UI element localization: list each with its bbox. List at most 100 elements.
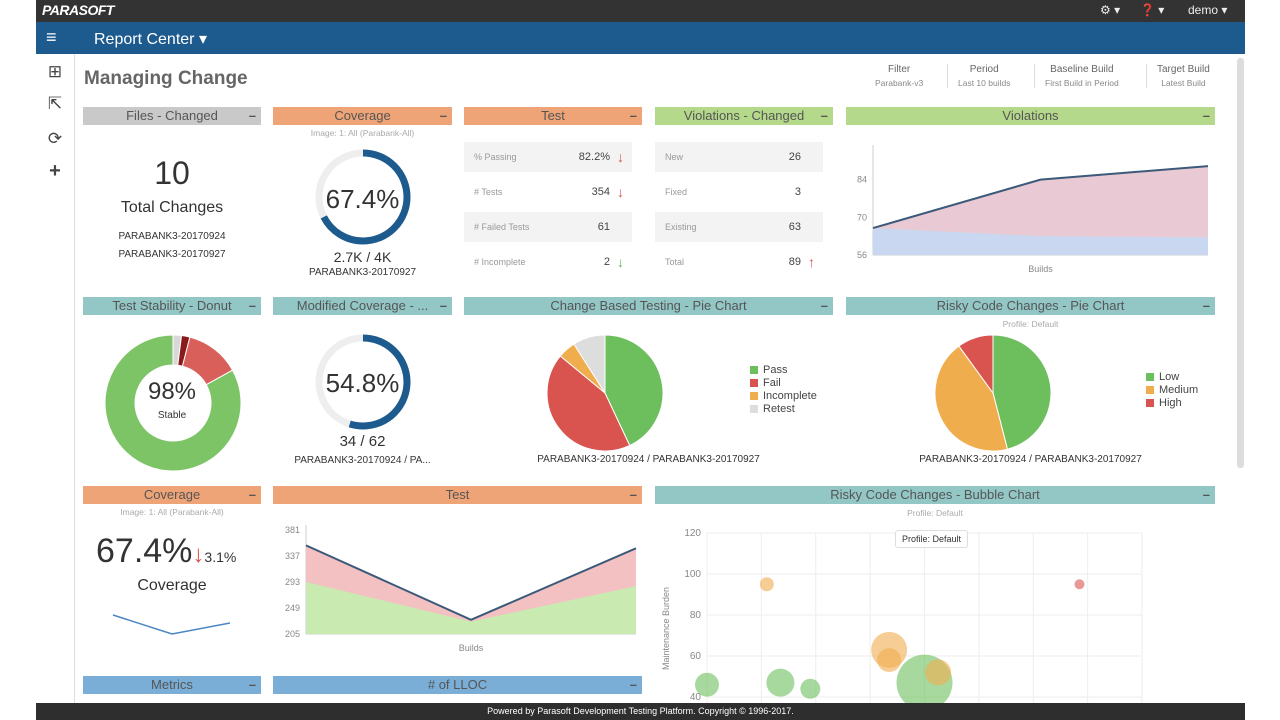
minimize-icon[interactable]: – [820, 298, 828, 313]
minimize-icon[interactable]: – [1202, 298, 1210, 313]
legend-item[interactable]: Medium [1146, 383, 1198, 396]
report-center-menu[interactable]: Report Center ▾ [94, 31, 207, 48]
down-arrow-icon: ↓ [617, 184, 624, 200]
bubble-chart: 120 100 80 60 40 Maintenance Burden [661, 528, 1143, 703]
legend-item[interactable]: Retest [750, 402, 817, 415]
y-axis-label: Maintenance Burden [661, 587, 671, 670]
add-widget-icon[interactable]: ⊞ [47, 62, 63, 81]
minimize-icon[interactable]: – [629, 487, 637, 502]
bubble-subtitle: Profile: Default [907, 508, 963, 518]
help-menu[interactable]: ❓ ▾ [1140, 3, 1165, 17]
minimize-icon[interactable]: – [629, 108, 637, 123]
y-tick-label: 40 [690, 692, 702, 703]
minimize-icon[interactable]: – [1202, 108, 1210, 123]
minimize-icon[interactable]: – [1202, 487, 1210, 502]
row-label: Fixed [665, 187, 688, 197]
help-icon: ❓ [1140, 3, 1155, 17]
build-label: PARABANK3-20170927 [118, 249, 226, 260]
widget-title: Change Based Testing - Pie Chart [550, 298, 747, 313]
bubble-point [695, 672, 719, 697]
lloc-header: # of LLOC – [273, 676, 642, 694]
minimize-icon[interactable]: – [629, 677, 637, 692]
target-label: Target Build [1157, 64, 1210, 75]
table-row: # Tests 354 ↓ [464, 177, 632, 207]
files-changed-count: 10 [154, 155, 190, 191]
share-icon[interactable]: ⇱ [47, 94, 63, 113]
area-series [306, 582, 636, 634]
y-tick-label: 80 [690, 610, 702, 621]
coverage-sparkline [112, 614, 231, 635]
filter-selector[interactable]: Filter Parabank-v3 [865, 64, 933, 88]
table-row: % Passing 82.2% ↓ [464, 142, 632, 172]
table-row: # Incomplete 2 ↓ [464, 247, 632, 277]
widget-title: Files - Changed [126, 108, 218, 123]
cbt-legend: Pass Fail Incomplete Retest [750, 363, 817, 415]
widget-title: Test [541, 108, 565, 123]
scrollbar[interactable] [1237, 58, 1244, 468]
legend-item[interactable]: Incomplete [750, 389, 817, 402]
minimize-icon[interactable]: – [248, 487, 256, 502]
plus-icon[interactable]: + [49, 160, 61, 182]
legend-item[interactable]: Low [1146, 370, 1198, 383]
down-arrow-icon: ↓ [192, 541, 205, 568]
coverage-header: Coverage – [83, 486, 261, 504]
gauge-fill [315, 334, 411, 430]
minimize-icon[interactable]: – [248, 298, 256, 313]
page-title: Managing Change [84, 68, 248, 89]
row-label: # Incomplete [474, 257, 526, 267]
row-value: 26 [788, 151, 801, 163]
row-label: # Failed Tests [474, 222, 530, 232]
nav-bar: ≡ Report Center ▾ [36, 22, 1245, 54]
target-value: Latest Build [1161, 78, 1206, 88]
test-chart: 381 337 293 249 205 Builds [285, 525, 637, 653]
gauge-fill [315, 149, 411, 245]
y-tick-label: 293 [285, 577, 300, 587]
widget-title: Test Stability - Donut [112, 298, 232, 313]
bubble-point [1074, 579, 1085, 590]
legend-swatch [750, 365, 758, 374]
period-selector[interactable]: Period Last 10 builds [947, 64, 1020, 88]
minimize-icon[interactable]: – [248, 677, 256, 692]
refresh-icon[interactable]: ⟳ [47, 129, 63, 148]
table-row: Existing 63 [655, 212, 823, 242]
row-label: # Tests [474, 187, 503, 197]
violations-changed-header: Violations - Changed – [655, 107, 833, 125]
y-tick-label: 60 [690, 651, 702, 662]
stability-label: Stable [157, 410, 187, 421]
hamburger-menu-icon[interactable]: ≡ [46, 27, 57, 47]
settings-menu[interactable]: ⚙ ▾ [1100, 3, 1121, 17]
minimize-icon[interactable]: – [439, 298, 447, 313]
series-line [872, 165, 1209, 230]
bubble-point [925, 659, 952, 686]
target-build-selector[interactable]: Target Build Latest Build [1146, 64, 1220, 88]
period-label: Period [969, 64, 999, 75]
footer: Powered by Parasoft Development Testing … [36, 703, 1245, 720]
legend-item[interactable]: High [1146, 396, 1198, 409]
build-label: PARABANK3-20170924 [118, 231, 226, 242]
legend-swatch [1146, 385, 1154, 394]
row-label: Existing [665, 222, 697, 232]
minimize-icon[interactable]: – [248, 108, 256, 123]
area-series [873, 228, 1208, 255]
legend-swatch [750, 404, 758, 413]
user-menu[interactable]: demo ▾ [1188, 3, 1228, 17]
legend-item[interactable]: Pass [750, 363, 817, 376]
widget-title: Risky Code Changes - Bubble Chart [830, 487, 1040, 502]
legend-label: High [1159, 396, 1182, 409]
baseline-label: Baseline Build [1050, 64, 1114, 75]
violations-header: Violations – [846, 107, 1215, 125]
legend-item[interactable]: Fail [750, 376, 817, 389]
row-label: % Passing [474, 152, 517, 162]
pie-slice [573, 335, 606, 395]
widget-title: Risky Code Changes - Pie Chart [936, 298, 1125, 313]
widget-title: Metrics [151, 677, 193, 692]
minimize-icon[interactable]: – [820, 108, 828, 123]
bubble-point [766, 668, 795, 697]
down-arrow-icon: ↓ [617, 254, 624, 270]
baseline-build-selector[interactable]: Baseline Build First Build in Period [1034, 64, 1129, 88]
minimize-icon[interactable]: – [439, 108, 447, 123]
legend-label: Pass [763, 363, 788, 376]
legend-swatch [750, 378, 758, 387]
legend-swatch [750, 391, 758, 400]
build-label: PARABANK3-20170924 / PARABANK3-20170927 [919, 454, 1142, 465]
